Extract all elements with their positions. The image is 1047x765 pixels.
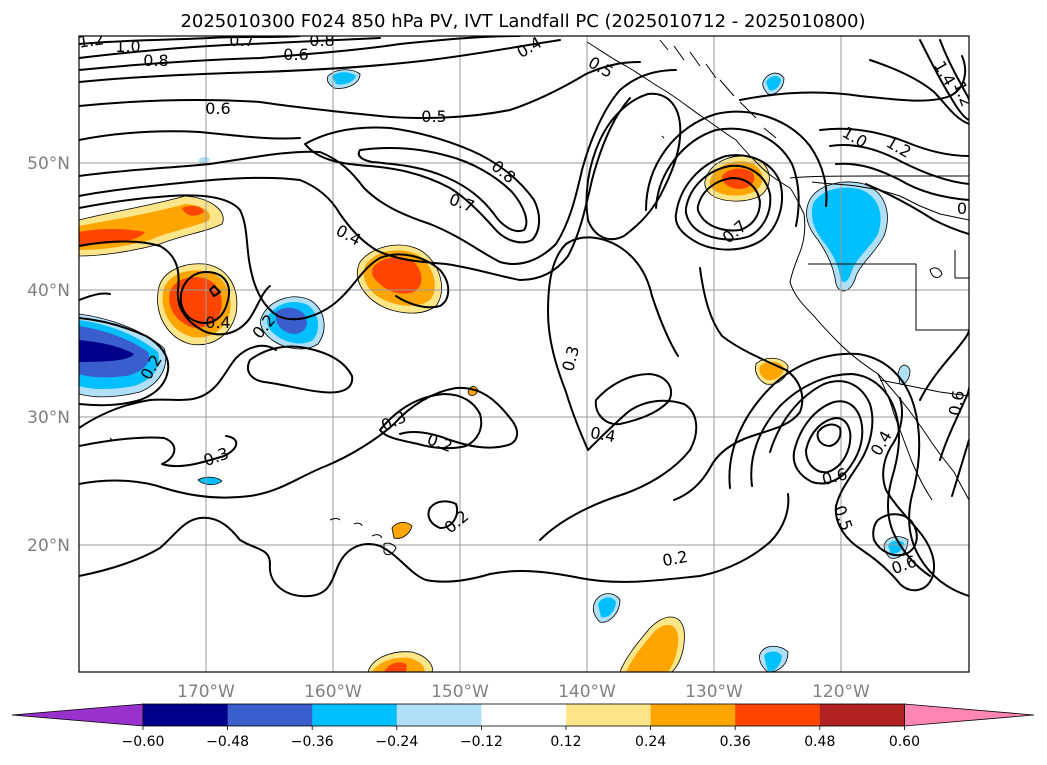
colorbar-segment — [566, 704, 652, 726]
colorbar-tick-label: 0.60 — [889, 734, 920, 750]
contour-label: 1.2 — [77, 29, 105, 51]
lon-label: 130°W — [685, 682, 743, 702]
colorbar-segment — [396, 704, 482, 726]
positive-anomaly-region — [384, 662, 407, 672]
colorbar-tick-label: −0.36 — [291, 734, 334, 750]
lon-label: 120°W — [812, 682, 870, 702]
negative-anomaly-region — [764, 651, 782, 672]
colorbar-tick-label: 0.48 — [804, 734, 835, 750]
contour-label: 0.5 — [421, 107, 446, 126]
contour-label: 0 — [957, 199, 967, 218]
map-panel: 1.2 1.0 0.8 0.7 0.6 0.8 0.4 0.5 0.6 0.5 … — [77, 29, 969, 672]
lat-label: 40°N — [27, 281, 70, 301]
negative-anomaly-region — [811, 187, 881, 283]
figure-title: 2025010300 F024 850 hPa PV, IVT Landfall… — [180, 11, 865, 32]
colorbar-tick-label: 0.36 — [720, 734, 751, 750]
contour-lines — [79, 36, 969, 598]
lat-label: 50°N — [27, 154, 70, 174]
colorbar-segment — [819, 704, 905, 726]
contour-label: 0.8 — [143, 51, 168, 70]
negative-anomaly-region — [79, 340, 134, 362]
contour-label: 0.4 — [205, 313, 230, 332]
contour-label: 1.0 — [115, 37, 140, 56]
latitude-labels: 50°N 40°N 30°N 20°N — [27, 154, 70, 556]
lon-label: 140°W — [558, 682, 616, 702]
negative-anomaly-region — [766, 76, 781, 91]
longitude-labels: 170°W 160°W 150°W 140°W 130°W 120°W — [177, 682, 870, 702]
colorbar-tick-label: −0.24 — [375, 734, 418, 750]
negative-anomaly-region — [332, 72, 356, 85]
colorbar-tick-label: 0.24 — [635, 734, 666, 750]
contour-label: 0.6 — [283, 45, 308, 64]
negative-anomaly-region — [198, 157, 210, 163]
negative-anomaly-region — [197, 476, 223, 486]
colorbar-segment — [143, 704, 229, 726]
colorbar-extend-high — [904, 703, 1035, 727]
colorbar-outline — [142, 703, 905, 727]
contour-label: 0.6 — [205, 99, 230, 118]
contour-label: 0.2 — [661, 547, 689, 570]
positive-anomaly-region — [79, 229, 145, 245]
colorbar-segment — [650, 704, 736, 726]
positive-anomaly-region — [372, 257, 422, 294]
colorbar-extend-low — [11, 703, 144, 727]
colorbar-tick-label: −0.48 — [206, 734, 249, 750]
positive-anomaly-region — [391, 522, 413, 539]
contour-label: 0.8 — [309, 31, 334, 50]
colorbar-tick-label: −0.60 — [122, 734, 165, 750]
negative-anomaly-region — [598, 597, 616, 618]
colorbar-segment — [481, 704, 567, 726]
lon-label: 160°W — [304, 682, 362, 702]
colorbar: −0.60 −0.48 −0.36 −0.24 −0.12 0.12 0.24 0.36 0.4… — [11, 703, 1035, 750]
colorbar-segment — [312, 704, 398, 726]
lon-label: 150°W — [431, 682, 489, 702]
lat-label: 20°N — [27, 536, 70, 556]
lon-label: 170°W — [177, 682, 235, 702]
colorbar-tick-label: 0.12 — [550, 734, 581, 750]
lat-label: 30°N — [27, 408, 70, 428]
contour-label: 0.4 — [589, 423, 617, 446]
contour-label: 0.6 — [945, 389, 968, 417]
positive-anomaly-region — [182, 205, 204, 216]
graticule — [79, 36, 969, 672]
positive-anomaly-region — [626, 624, 679, 672]
colorbar-segment — [735, 704, 821, 726]
negative-anomaly-region — [276, 307, 307, 334]
contour-label: 0.7 — [229, 31, 254, 50]
colorbar-segment — [227, 704, 313, 726]
colorbar-tick-label: −0.12 — [460, 734, 503, 750]
map-border — [78, 35, 970, 673]
